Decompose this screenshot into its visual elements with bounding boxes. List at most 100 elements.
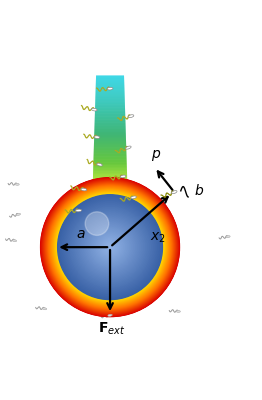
Circle shape	[51, 188, 169, 306]
Circle shape	[56, 193, 164, 302]
Ellipse shape	[16, 213, 20, 216]
Circle shape	[57, 194, 163, 300]
Polygon shape	[95, 101, 125, 102]
Polygon shape	[77, 306, 144, 307]
Circle shape	[101, 238, 119, 256]
Polygon shape	[54, 264, 166, 265]
Polygon shape	[93, 178, 127, 179]
Circle shape	[99, 236, 121, 258]
Polygon shape	[89, 199, 131, 200]
Circle shape	[79, 216, 141, 278]
Polygon shape	[65, 298, 155, 299]
Circle shape	[89, 226, 131, 268]
Polygon shape	[94, 152, 126, 153]
Polygon shape	[93, 169, 127, 170]
Polygon shape	[56, 288, 164, 289]
Circle shape	[102, 239, 118, 255]
Polygon shape	[95, 98, 125, 99]
Circle shape	[52, 189, 168, 305]
Polygon shape	[90, 194, 130, 195]
Circle shape	[92, 229, 128, 265]
Circle shape	[95, 232, 125, 262]
Circle shape	[45, 182, 175, 312]
Polygon shape	[93, 181, 127, 182]
Polygon shape	[60, 294, 160, 295]
Circle shape	[42, 179, 178, 316]
Polygon shape	[86, 205, 134, 206]
Polygon shape	[84, 209, 136, 210]
Circle shape	[90, 227, 130, 267]
Polygon shape	[93, 179, 127, 180]
Polygon shape	[57, 290, 163, 291]
Polygon shape	[77, 222, 143, 223]
Ellipse shape	[15, 183, 19, 185]
Ellipse shape	[128, 115, 134, 118]
Polygon shape	[95, 110, 125, 111]
Circle shape	[66, 203, 154, 291]
Polygon shape	[84, 210, 137, 211]
Polygon shape	[81, 215, 139, 216]
Polygon shape	[95, 118, 125, 119]
Polygon shape	[54, 282, 166, 283]
Polygon shape	[94, 128, 126, 129]
Polygon shape	[93, 171, 127, 172]
Polygon shape	[67, 300, 153, 301]
Polygon shape	[55, 286, 165, 287]
Circle shape	[66, 203, 155, 292]
Polygon shape	[95, 97, 125, 98]
Circle shape	[51, 188, 169, 306]
Circle shape	[94, 231, 126, 263]
Polygon shape	[95, 96, 125, 97]
Circle shape	[46, 183, 174, 312]
Polygon shape	[96, 79, 124, 80]
Polygon shape	[96, 85, 124, 86]
Circle shape	[54, 192, 166, 302]
Polygon shape	[94, 145, 126, 146]
Polygon shape	[76, 223, 144, 224]
Circle shape	[78, 215, 142, 279]
Circle shape	[107, 244, 113, 250]
Circle shape	[41, 178, 179, 316]
Polygon shape	[58, 253, 162, 254]
Polygon shape	[96, 91, 124, 92]
Polygon shape	[75, 225, 145, 226]
Circle shape	[45, 182, 175, 312]
Polygon shape	[54, 265, 166, 266]
Circle shape	[53, 191, 167, 304]
Circle shape	[53, 190, 167, 304]
Polygon shape	[79, 218, 141, 219]
Circle shape	[51, 188, 169, 306]
Circle shape	[77, 214, 143, 280]
Polygon shape	[73, 304, 147, 305]
Polygon shape	[93, 167, 127, 168]
Circle shape	[48, 185, 172, 309]
Circle shape	[50, 187, 170, 307]
Circle shape	[85, 222, 135, 272]
Polygon shape	[53, 279, 167, 280]
Polygon shape	[53, 272, 167, 273]
Polygon shape	[96, 90, 124, 91]
Circle shape	[56, 193, 164, 301]
Polygon shape	[59, 293, 161, 294]
Circle shape	[55, 192, 165, 302]
Polygon shape	[95, 102, 125, 103]
Circle shape	[45, 182, 175, 312]
Polygon shape	[56, 258, 164, 259]
Polygon shape	[95, 127, 125, 128]
Polygon shape	[53, 269, 167, 270]
Circle shape	[51, 188, 169, 306]
Polygon shape	[53, 273, 167, 274]
Polygon shape	[96, 78, 124, 79]
Circle shape	[103, 240, 117, 254]
Circle shape	[108, 245, 112, 249]
Polygon shape	[69, 302, 151, 303]
Circle shape	[48, 186, 172, 309]
Polygon shape	[93, 182, 127, 183]
Polygon shape	[93, 180, 127, 181]
Polygon shape	[83, 211, 137, 212]
Circle shape	[56, 194, 164, 301]
Circle shape	[52, 189, 168, 306]
Polygon shape	[71, 303, 149, 304]
Polygon shape	[94, 153, 126, 154]
Polygon shape	[57, 255, 163, 256]
